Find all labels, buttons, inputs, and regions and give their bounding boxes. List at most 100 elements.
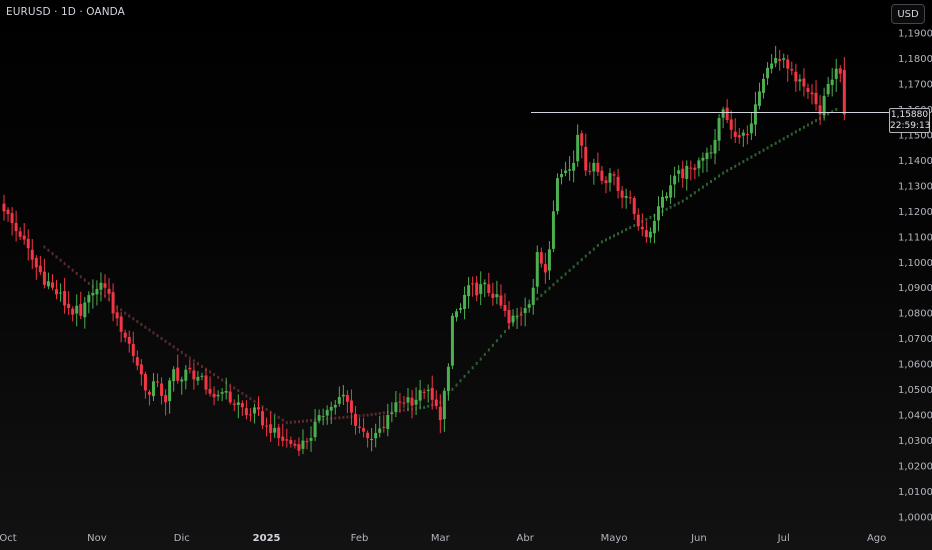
candle-body	[721, 109, 725, 118]
candle-body	[822, 95, 826, 116]
candle-body	[705, 152, 709, 160]
candle-body	[644, 230, 648, 238]
candle-body	[2, 203, 6, 212]
candle	[450, 312, 454, 370]
candle	[588, 162, 592, 175]
candle-body	[257, 407, 261, 410]
candle	[757, 82, 761, 110]
candle-body	[636, 214, 640, 227]
price-tick-label: 1,05000	[898, 385, 932, 396]
candle-body	[681, 168, 685, 179]
candle	[616, 168, 620, 199]
candle-body	[30, 249, 34, 260]
ma-point	[746, 157, 749, 161]
candle	[721, 106, 725, 129]
ma-point	[556, 279, 559, 283]
candle-body	[798, 79, 802, 82]
ma-point	[645, 217, 648, 221]
ma-point	[237, 389, 240, 393]
ma-point	[152, 331, 155, 335]
candle-body	[669, 185, 673, 198]
ma-point	[285, 421, 288, 425]
candle-body	[321, 416, 325, 418]
candle-body	[515, 315, 519, 317]
candle-body	[42, 271, 46, 285]
candle-body	[71, 308, 75, 315]
ma-point	[536, 297, 539, 301]
candle	[475, 275, 479, 302]
time-tick-label: Oct	[0, 533, 17, 544]
candle	[648, 227, 652, 243]
ma-point	[600, 240, 603, 244]
candle	[240, 400, 244, 416]
candle-body	[588, 170, 592, 172]
ma-point	[128, 314, 131, 318]
candle-body	[127, 336, 131, 344]
candle-body	[123, 332, 127, 338]
candle	[59, 283, 63, 302]
candle-body	[151, 381, 155, 397]
moving-average	[43, 107, 838, 425]
ma-point	[338, 416, 341, 420]
candle-body	[766, 67, 770, 79]
candle	[188, 359, 192, 374]
candle	[107, 278, 111, 301]
candle-body	[143, 373, 147, 391]
candle-body	[838, 68, 842, 74]
price-tick-label: 1,01000	[898, 487, 932, 498]
ma-point	[104, 295, 106, 299]
ma-point	[778, 139, 781, 143]
candle	[71, 306, 75, 322]
price-tick-label: 1,13000	[898, 181, 932, 192]
candle	[370, 427, 374, 452]
candle	[511, 309, 515, 327]
candle	[208, 376, 212, 397]
candle-body	[830, 79, 834, 86]
candle-body	[200, 375, 204, 377]
price-axis[interactable]: 1,190001,180001,170001,160001,150001,140…	[898, 29, 932, 524]
ma-point	[479, 357, 482, 361]
candle-body	[46, 281, 50, 287]
candle	[366, 430, 370, 448]
ma-point	[209, 370, 212, 374]
candle	[774, 45, 778, 68]
candle-body	[786, 59, 790, 69]
candle-body	[568, 169, 572, 171]
ma-point	[233, 386, 236, 390]
candle-body	[208, 388, 212, 394]
ma-point	[786, 134, 789, 138]
bar-countdown: 22:59:13	[890, 121, 931, 131]
candle	[386, 403, 390, 437]
candle	[257, 396, 261, 417]
candle	[26, 229, 30, 261]
time-axis[interactable]: Oct Nov Dic 2025 Feb Mar Abr Mayo Jun Jul Ago	[0, 533, 886, 544]
candle-body	[628, 197, 632, 199]
candle	[442, 387, 446, 432]
candle	[576, 124, 580, 167]
ma-point	[584, 254, 587, 258]
candle-body	[539, 252, 543, 264]
ma-point	[463, 374, 466, 378]
candle-body	[753, 104, 757, 125]
candle	[600, 166, 604, 185]
ma-point	[55, 255, 58, 259]
candle	[786, 54, 790, 82]
candle-body	[204, 375, 208, 390]
candle	[560, 168, 564, 185]
currency-button[interactable]: USD	[891, 4, 925, 24]
candle	[18, 227, 22, 241]
candle	[491, 282, 495, 306]
candle	[604, 176, 608, 194]
candle-body	[717, 118, 721, 141]
candle	[766, 62, 770, 86]
candle	[131, 331, 135, 363]
candle-body	[810, 92, 814, 95]
candle-body	[83, 302, 87, 318]
price-tick-label: 1,09000	[898, 283, 932, 294]
candle-body	[596, 162, 600, 173]
candle	[341, 385, 345, 406]
candle-body	[265, 425, 269, 427]
candle	[826, 76, 830, 97]
candle-body	[374, 432, 378, 439]
